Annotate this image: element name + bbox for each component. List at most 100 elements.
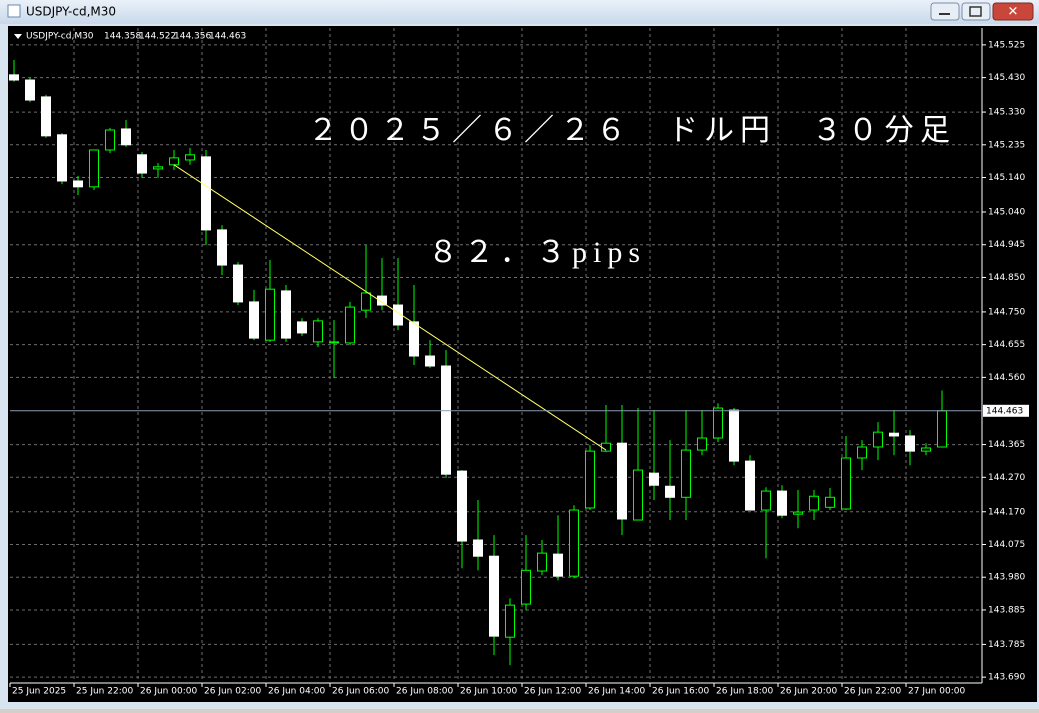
- candle-body: [649, 472, 659, 486]
- candle-body: [793, 511, 803, 515]
- x-tick-label: 25 Jun 22:00: [76, 687, 133, 697]
- window-title: USDJPY-cd,M30: [26, 5, 116, 19]
- candle-body: [809, 495, 819, 511]
- candle-body: [105, 129, 115, 151]
- y-tick-label: 145.235: [988, 140, 1025, 150]
- x-tick-label: 26 Jun 18:00: [716, 687, 773, 697]
- candle-body: [169, 157, 179, 166]
- symbol: USDJPY-cd,M30: [26, 32, 94, 42]
- candle-body: [569, 509, 579, 577]
- candle-body: [265, 288, 275, 341]
- candle-body: [745, 460, 755, 511]
- candle-body: [489, 555, 499, 637]
- candle-body: [521, 569, 531, 605]
- candle-body: [841, 457, 851, 510]
- candle-body: [329, 341, 339, 344]
- candle-body: [553, 553, 563, 577]
- y-tick-label: 144.655: [988, 340, 1025, 350]
- candle-body: [137, 154, 147, 174]
- header: USDJPY-cd,M30 144.358 144.522 144.356 14…: [14, 32, 246, 42]
- annotation-pips: ８２．３pips: [428, 236, 646, 269]
- candle-body: [153, 166, 163, 170]
- y-tick-label: 144.560: [988, 373, 1025, 383]
- candle-body: [777, 490, 787, 516]
- y-tick-label: 145.140: [988, 173, 1025, 183]
- y-tick-label: 145.525: [988, 40, 1025, 50]
- y-tick-label: 143.980: [988, 573, 1025, 583]
- candle-body: [617, 442, 627, 520]
- candle-body: [697, 437, 707, 451]
- y-tick-label: 143.785: [988, 640, 1025, 650]
- candle-body: [377, 295, 387, 306]
- y-tick-label: 145.330: [988, 108, 1025, 118]
- candle-body: [281, 290, 291, 339]
- candle-body: [665, 485, 675, 498]
- x-tick-label: 26 Jun 02:00: [204, 687, 261, 697]
- candle-body: [633, 469, 643, 521]
- candle-body: [681, 449, 691, 498]
- x-tick-label: 25 Jun 2025: [12, 687, 66, 697]
- y-tick-label: 144.850: [988, 273, 1025, 283]
- candle-body: [585, 450, 595, 509]
- candle-body: [441, 365, 451, 475]
- maximize-icon: [969, 6, 982, 17]
- x-tick-label: 26 Jun 12:00: [524, 687, 581, 697]
- candle-body: [185, 154, 195, 161]
- candle-body: [473, 539, 483, 557]
- candle-body: [73, 180, 83, 188]
- candle-body: [233, 264, 243, 303]
- y-tick-label: 145.040: [988, 207, 1025, 217]
- candle-body: [57, 134, 67, 182]
- x-tick-label: 26 Jun 20:00: [780, 687, 837, 697]
- close-button[interactable]: [992, 2, 1034, 21]
- maximize-button[interactable]: [961, 2, 991, 21]
- candle-body: [889, 432, 899, 437]
- candle-body: [457, 470, 467, 542]
- annotation-title: ２０２５／６／２６ ドル円 ３０分足: [308, 114, 956, 147]
- close-value: 144.463: [209, 32, 246, 42]
- candle-body: [825, 496, 835, 508]
- y-tick-label: 143.690: [988, 673, 1025, 683]
- candle-body: [537, 552, 547, 572]
- trendline: [173, 164, 607, 451]
- current-price-label: 144.463: [986, 406, 1023, 416]
- y-tick-label: 144.365: [988, 440, 1025, 450]
- candle-body: [873, 431, 883, 448]
- x-tick-label: 26 Jun 00:00: [140, 687, 197, 697]
- candle-body: [905, 435, 915, 452]
- y-tick-label: 143.885: [988, 605, 1025, 615]
- candle-body: [729, 409, 739, 462]
- candle-body: [393, 304, 403, 326]
- candle-body: [921, 447, 931, 452]
- candle-body: [249, 301, 259, 339]
- close-icon: ✕: [1008, 5, 1019, 20]
- y-tick-label: 144.945: [988, 240, 1025, 250]
- x-tick-label: 26 Jun 14:00: [588, 687, 645, 697]
- candle-body: [297, 321, 307, 334]
- candle-body: [713, 407, 723, 439]
- title-bar: [0, 0, 1039, 24]
- candle-body: [409, 321, 419, 357]
- candle-body: [9, 74, 19, 81]
- y-tick-label: 144.750: [988, 307, 1025, 317]
- header-arrow: [14, 34, 22, 39]
- window-icon: [7, 4, 21, 18]
- current-price-box: [983, 404, 1029, 417]
- candle-body: [41, 96, 51, 137]
- candle-body: [857, 446, 867, 459]
- x-tick-label: 26 Jun 10:00: [460, 687, 517, 697]
- minimize-button[interactable]: [930, 2, 960, 21]
- candle-body: [425, 355, 435, 367]
- x-tick-label: 26 Jun 04:00: [268, 687, 325, 697]
- x-tick-label: 26 Jun 22:00: [844, 687, 901, 697]
- low-value: 144.356: [174, 32, 211, 42]
- candle-body: [505, 604, 515, 638]
- candle-body: [201, 156, 211, 231]
- open-value: 144.358: [104, 32, 141, 42]
- y-tick-label: 145.430: [988, 73, 1025, 83]
- candle-body: [89, 149, 99, 188]
- candle-body: [761, 490, 771, 511]
- y-tick-label: 144.170: [988, 507, 1025, 517]
- candle-body: [121, 128, 131, 146]
